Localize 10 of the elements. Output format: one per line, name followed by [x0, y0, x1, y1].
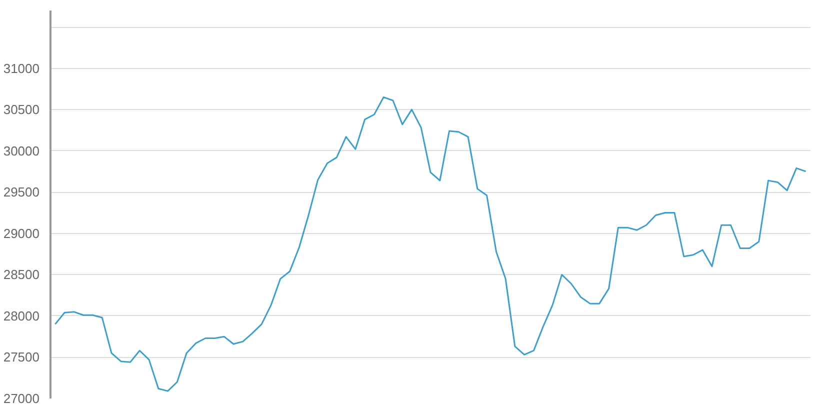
- y-tick-label: 29500: [3, 184, 40, 200]
- y-tick-label: 27000: [3, 391, 40, 406]
- y-tick-label: 30500: [3, 102, 40, 118]
- y-tick-label: 30000: [3, 143, 40, 158]
- y-tick-label: 27500: [3, 350, 40, 365]
- y-tick-label: 29000: [3, 226, 40, 241]
- line-series: [54, 96, 807, 392]
- y-tick-label: 28000: [3, 308, 40, 324]
- y-tick-label: 28500: [3, 267, 40, 282]
- y-tick-label: 31000: [3, 60, 40, 76]
